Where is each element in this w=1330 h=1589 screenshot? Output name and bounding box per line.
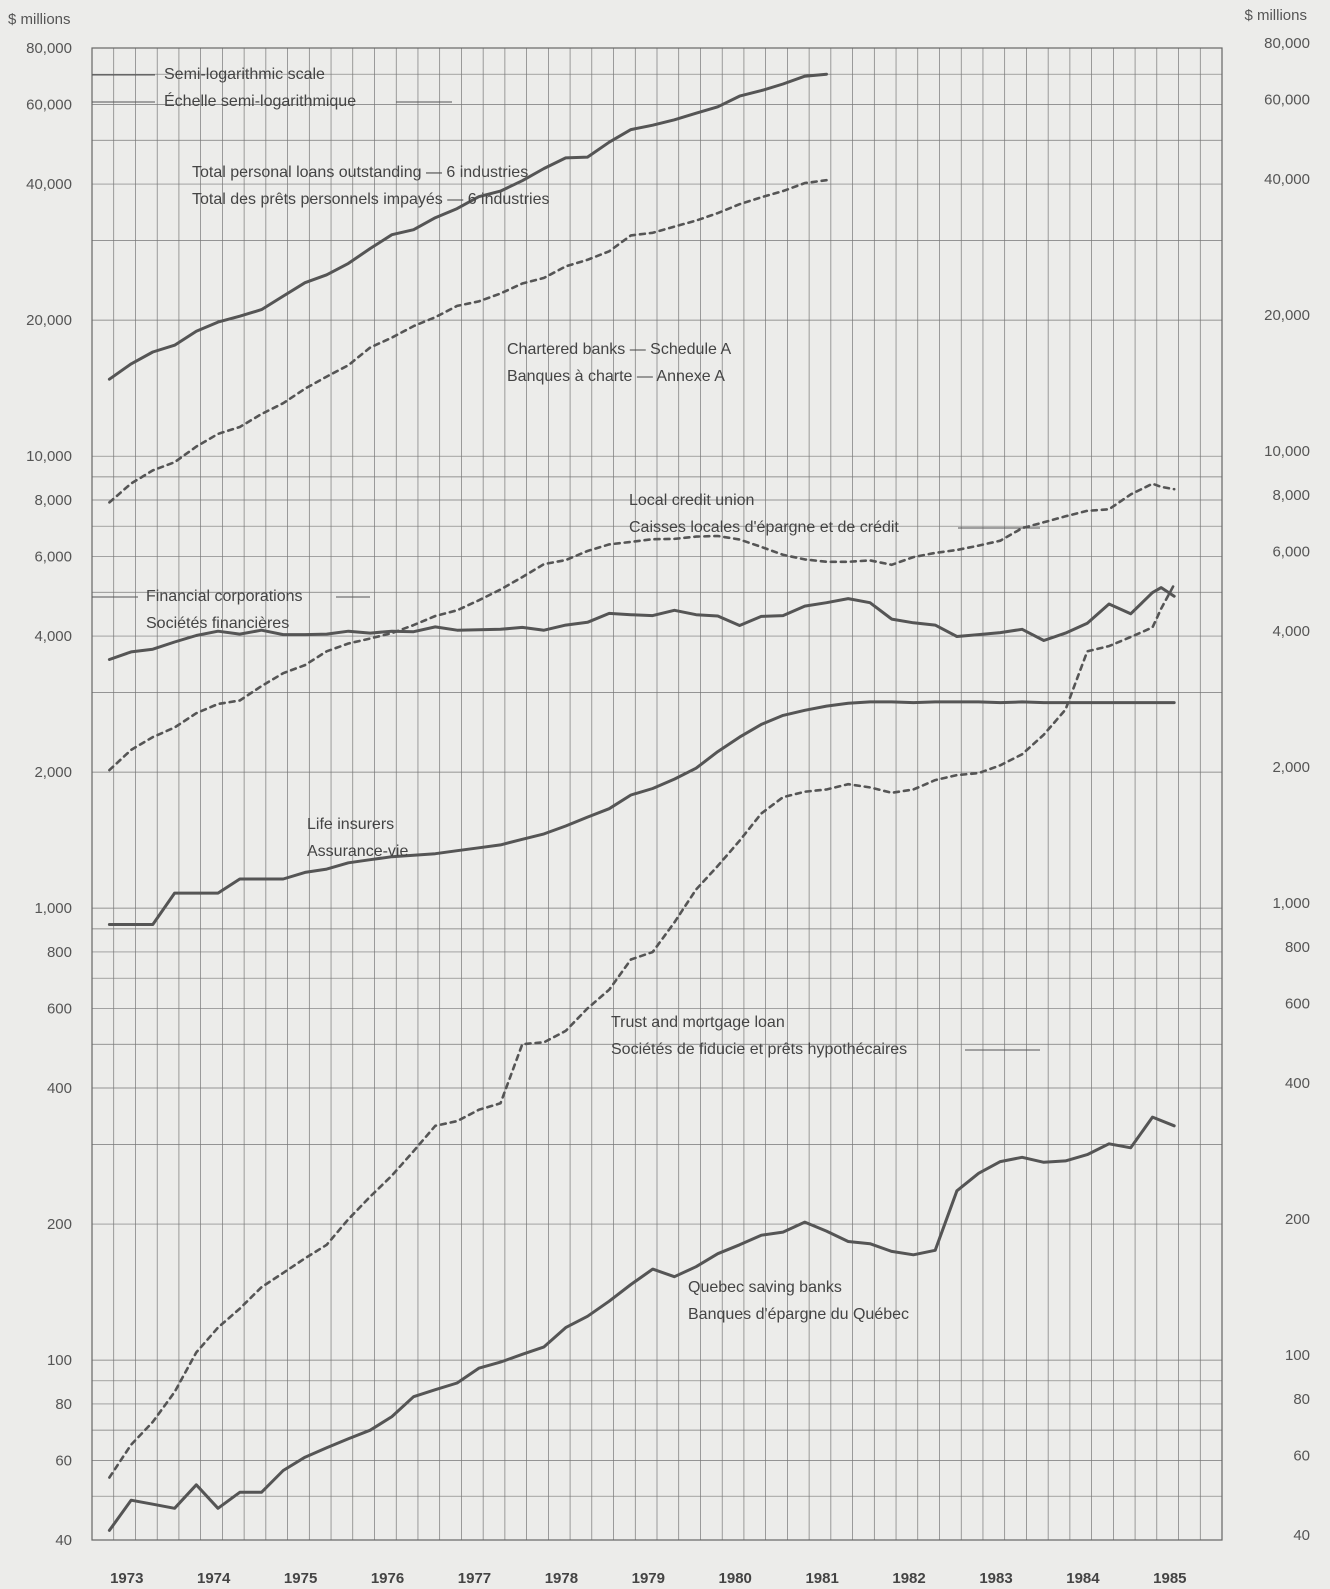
y-tick-label-left: 400 — [47, 1080, 72, 1097]
y-tick-label-left: 200 — [47, 1216, 72, 1233]
series-line-0 — [109, 74, 826, 379]
y-tick-label-right: 60 — [1293, 1447, 1310, 1464]
axis-layer: 80,000 60,000 40,000 20,000 10,000 8,000 6,000… — [8, 7, 1310, 1587]
x-tick-label: 1973 — [110, 1570, 143, 1587]
x-tick-label: 1979 — [632, 1570, 665, 1587]
x-tick-label: 1983 — [979, 1570, 1012, 1587]
series-label-life-fr: Assurance-vie — [307, 843, 408, 860]
x-tick-label: 1981 — [805, 1570, 838, 1587]
y-unit-right: $ millions — [1244, 7, 1307, 24]
y-tick-label-left: 100 — [47, 1352, 72, 1369]
y-tick-label-right: 60,000 — [1264, 91, 1310, 108]
y-tick-label-right: 20,000 — [1264, 307, 1310, 324]
series-label-quebec-fr: Banques d'épargne du Québec — [688, 1306, 909, 1323]
series-label-financial-en: Financial corporations — [146, 588, 303, 605]
y-tick-label-right: 80,000 — [1264, 35, 1310, 52]
y-tick-label-right: 1,000 — [1272, 895, 1310, 912]
series-label-banks-en: Chartered banks — Schedule A — [507, 341, 731, 358]
y-tick-label-left: 2,000 — [34, 764, 72, 781]
y-tick-label-right: 80 — [1293, 1391, 1310, 1408]
y-tick-label-right: 2,000 — [1272, 759, 1310, 776]
y-tick-label-left: 800 — [47, 944, 72, 961]
series-label-total-en: Total personal loans outstanding — 6 ind… — [192, 164, 528, 181]
y-tick-label-left: 1,000 — [34, 900, 72, 917]
grid-layer — [92, 48, 1222, 1540]
y-tick-label-left: 8,000 — [34, 492, 72, 509]
x-tick-label: 1985 — [1153, 1570, 1186, 1587]
y-tick-label-left: 600 — [47, 1000, 72, 1017]
series-label-credit-union-en: Local credit union — [629, 492, 754, 509]
series-label-quebec-en: Quebec saving banks — [688, 1279, 842, 1296]
y-tick-label-left: 40 — [55, 1532, 72, 1549]
y-tick-label-right: 100 — [1285, 1347, 1310, 1364]
y-tick-label-right: 40 — [1293, 1527, 1310, 1544]
x-tick-label: 1984 — [1066, 1570, 1100, 1587]
y-tick-label-right: 400 — [1285, 1075, 1310, 1092]
label-layer: Semi-logarithmic scale Échelle semi-logar… — [92, 66, 1040, 1323]
y-tick-label-right: 40,000 — [1264, 171, 1310, 188]
x-tick-label: 1982 — [892, 1570, 925, 1587]
y-tick-label-right: 10,000 — [1264, 443, 1310, 460]
y-tick-label-left: 40,000 — [26, 176, 72, 193]
y-tick-label-right: 200 — [1285, 1211, 1310, 1228]
y-tick-label-right: 4,000 — [1272, 623, 1310, 640]
x-tick-label: 1976 — [371, 1570, 404, 1587]
series-label-credit-union-fr: Caisses locales d'épargne et de crédit — [629, 519, 899, 536]
series-label-total-fr: Total des prêts personnels impayés — 6 i… — [192, 191, 550, 208]
series-label-trust-en: Trust and mortgage loan — [611, 1014, 785, 1031]
y-tick-label-right: 6,000 — [1272, 543, 1310, 560]
y-tick-label-right: 600 — [1285, 995, 1310, 1012]
y-tick-label-left: 60 — [55, 1452, 72, 1469]
y-tick-label-left: 80 — [55, 1396, 72, 1413]
series-layer — [109, 74, 1174, 1530]
x-tick-label: 1978 — [545, 1570, 578, 1587]
y-tick-label-left: 10,000 — [26, 448, 72, 465]
y-tick-label-right: 8,000 — [1272, 487, 1310, 504]
y-tick-label-left: 4,000 — [34, 628, 72, 645]
y-tick-label-left: 60,000 — [26, 96, 72, 113]
series-label-banks-fr: Banques à charte — Annexe A — [507, 368, 725, 385]
series-label-life-en: Life insurers — [307, 816, 394, 833]
series-line-4 — [109, 702, 1174, 925]
series-line-5 — [109, 585, 1174, 1478]
y-tick-label-left: 20,000 — [26, 312, 72, 329]
x-tick-label: 1980 — [719, 1570, 752, 1587]
series-label-trust-fr: Sociétés de fiducie et prêts hypothécair… — [611, 1041, 907, 1058]
y-tick-label-left: 80,000 — [26, 40, 72, 57]
y-tick-label-right: 800 — [1285, 939, 1310, 956]
scale-note-en: Semi-logarithmic scale — [164, 66, 325, 83]
x-tick-label: 1974 — [197, 1570, 231, 1587]
scale-note-fr: Échelle semi-logarithmique — [164, 91, 356, 110]
y-tick-label-left: 6,000 — [34, 548, 72, 565]
x-tick-label: 1977 — [458, 1570, 491, 1587]
series-line-6 — [109, 1117, 1174, 1530]
y-unit-left: $ millions — [8, 11, 71, 28]
x-tick-label: 1975 — [284, 1570, 317, 1587]
series-label-financial-fr: Sociétés financières — [146, 615, 289, 632]
